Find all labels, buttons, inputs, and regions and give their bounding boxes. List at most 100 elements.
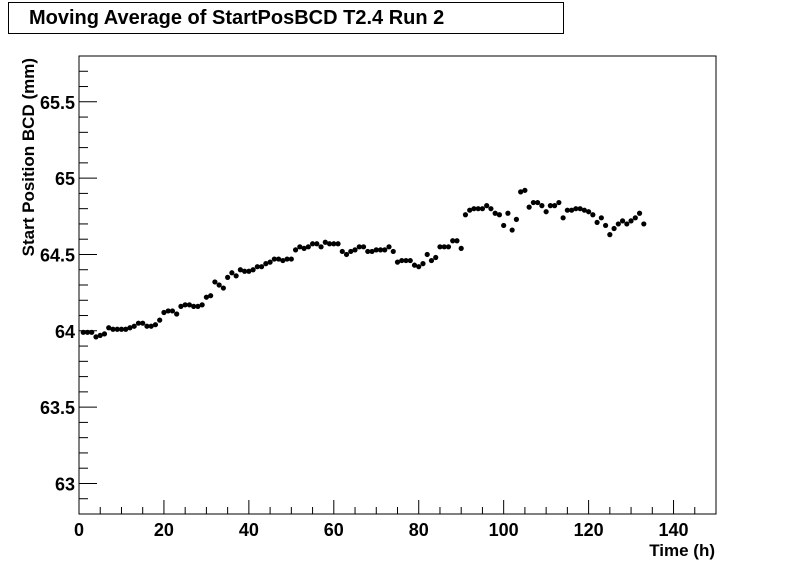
data-point — [322, 239, 328, 245]
data-point — [195, 303, 201, 309]
data-point — [479, 206, 486, 212]
data-point — [543, 209, 549, 215]
data-point — [263, 261, 269, 267]
data-point — [390, 248, 396, 255]
data-point — [513, 216, 520, 222]
data-point — [178, 303, 184, 309]
x-tick-label: 100 — [489, 520, 519, 540]
x-axis-label: Time (h) — [649, 541, 715, 560]
x-tick-label: 140 — [659, 520, 689, 540]
data-point — [526, 204, 532, 210]
data-point — [552, 203, 558, 209]
x-tick-label: 120 — [574, 520, 604, 540]
data-point — [118, 326, 125, 332]
data-point — [509, 227, 515, 233]
data-point — [288, 256, 294, 262]
data-point — [135, 320, 142, 326]
data-point — [586, 209, 592, 215]
data-point — [590, 212, 596, 218]
data-point — [416, 264, 422, 270]
data-point — [475, 206, 481, 212]
data-point — [556, 199, 562, 206]
data-point — [611, 225, 617, 232]
data-point — [152, 322, 159, 328]
data-point — [161, 309, 167, 316]
data-point — [292, 247, 299, 253]
data-point — [373, 247, 379, 253]
data-point — [80, 329, 86, 335]
data-point — [641, 221, 647, 227]
data-point — [123, 326, 129, 332]
data-point — [437, 244, 443, 250]
data-point — [259, 264, 265, 270]
data-point — [535, 199, 541, 206]
data-point — [386, 244, 392, 250]
data-point — [369, 248, 375, 255]
data-point — [471, 206, 477, 212]
data-point — [505, 210, 511, 216]
data-point — [399, 257, 405, 264]
data-point — [403, 257, 409, 264]
data-point — [420, 261, 426, 267]
data-point — [220, 285, 226, 291]
data-point — [569, 207, 575, 213]
data-point — [237, 267, 243, 273]
chart-title: Moving Average of StartPosBCD T2.4 Run 2 — [29, 7, 445, 29]
data-point — [242, 268, 248, 274]
data-point — [636, 210, 643, 216]
data-point — [318, 244, 324, 250]
data-point — [250, 267, 256, 273]
y-axis-label: Start Position BCD (mm) — [19, 58, 38, 256]
data-point — [458, 245, 464, 251]
data-point — [203, 294, 209, 300]
data-point — [530, 199, 536, 206]
data-point — [467, 207, 473, 213]
data-point — [297, 244, 303, 250]
data-point — [199, 302, 205, 308]
data-point — [331, 241, 337, 247]
data-point — [356, 244, 362, 250]
data-point — [518, 189, 524, 195]
data-point — [233, 273, 239, 279]
data-point — [229, 270, 235, 276]
data-point — [309, 241, 316, 247]
data-point — [577, 206, 583, 212]
y-tick-label: 64.5 — [40, 245, 75, 265]
data-point — [165, 308, 171, 314]
data-point — [191, 303, 197, 309]
data-point — [407, 257, 413, 264]
data-point — [335, 241, 341, 247]
data-point — [496, 212, 503, 218]
plot-frame — [78, 55, 717, 515]
data-point — [484, 203, 490, 209]
y-axis-tick-labels: 63 63.5 64 64.5 65 65.5 — [40, 93, 75, 495]
data-point — [624, 221, 630, 227]
x-tick-label: 0 — [74, 520, 84, 540]
data-point — [246, 268, 252, 274]
data-point — [140, 320, 146, 326]
data-point — [339, 248, 345, 255]
y-axis-ticks — [79, 55, 97, 515]
data-point — [560, 215, 566, 221]
data-point — [157, 317, 163, 323]
data-point — [97, 332, 103, 338]
data-point — [628, 218, 634, 224]
chart-title-box: Moving Average of StartPosBCD T2.4 Run 2 — [8, 2, 564, 34]
x-tick-label: 20 — [154, 520, 174, 540]
data-point — [114, 326, 120, 332]
data-point — [445, 244, 452, 250]
data-point — [280, 257, 286, 264]
y-tick-label: 63 — [55, 474, 75, 494]
y-tick-label: 65 — [55, 169, 75, 189]
data-point — [89, 329, 95, 335]
data-point — [305, 244, 311, 250]
x-axis-ticks — [78, 500, 717, 514]
data-point — [267, 259, 273, 265]
data-point — [186, 302, 193, 308]
data-point — [573, 206, 579, 212]
data-point — [607, 232, 613, 238]
data-point — [522, 187, 528, 193]
y-tick-label: 63.5 — [40, 398, 75, 418]
data-point — [492, 210, 498, 216]
data-point — [101, 331, 108, 337]
